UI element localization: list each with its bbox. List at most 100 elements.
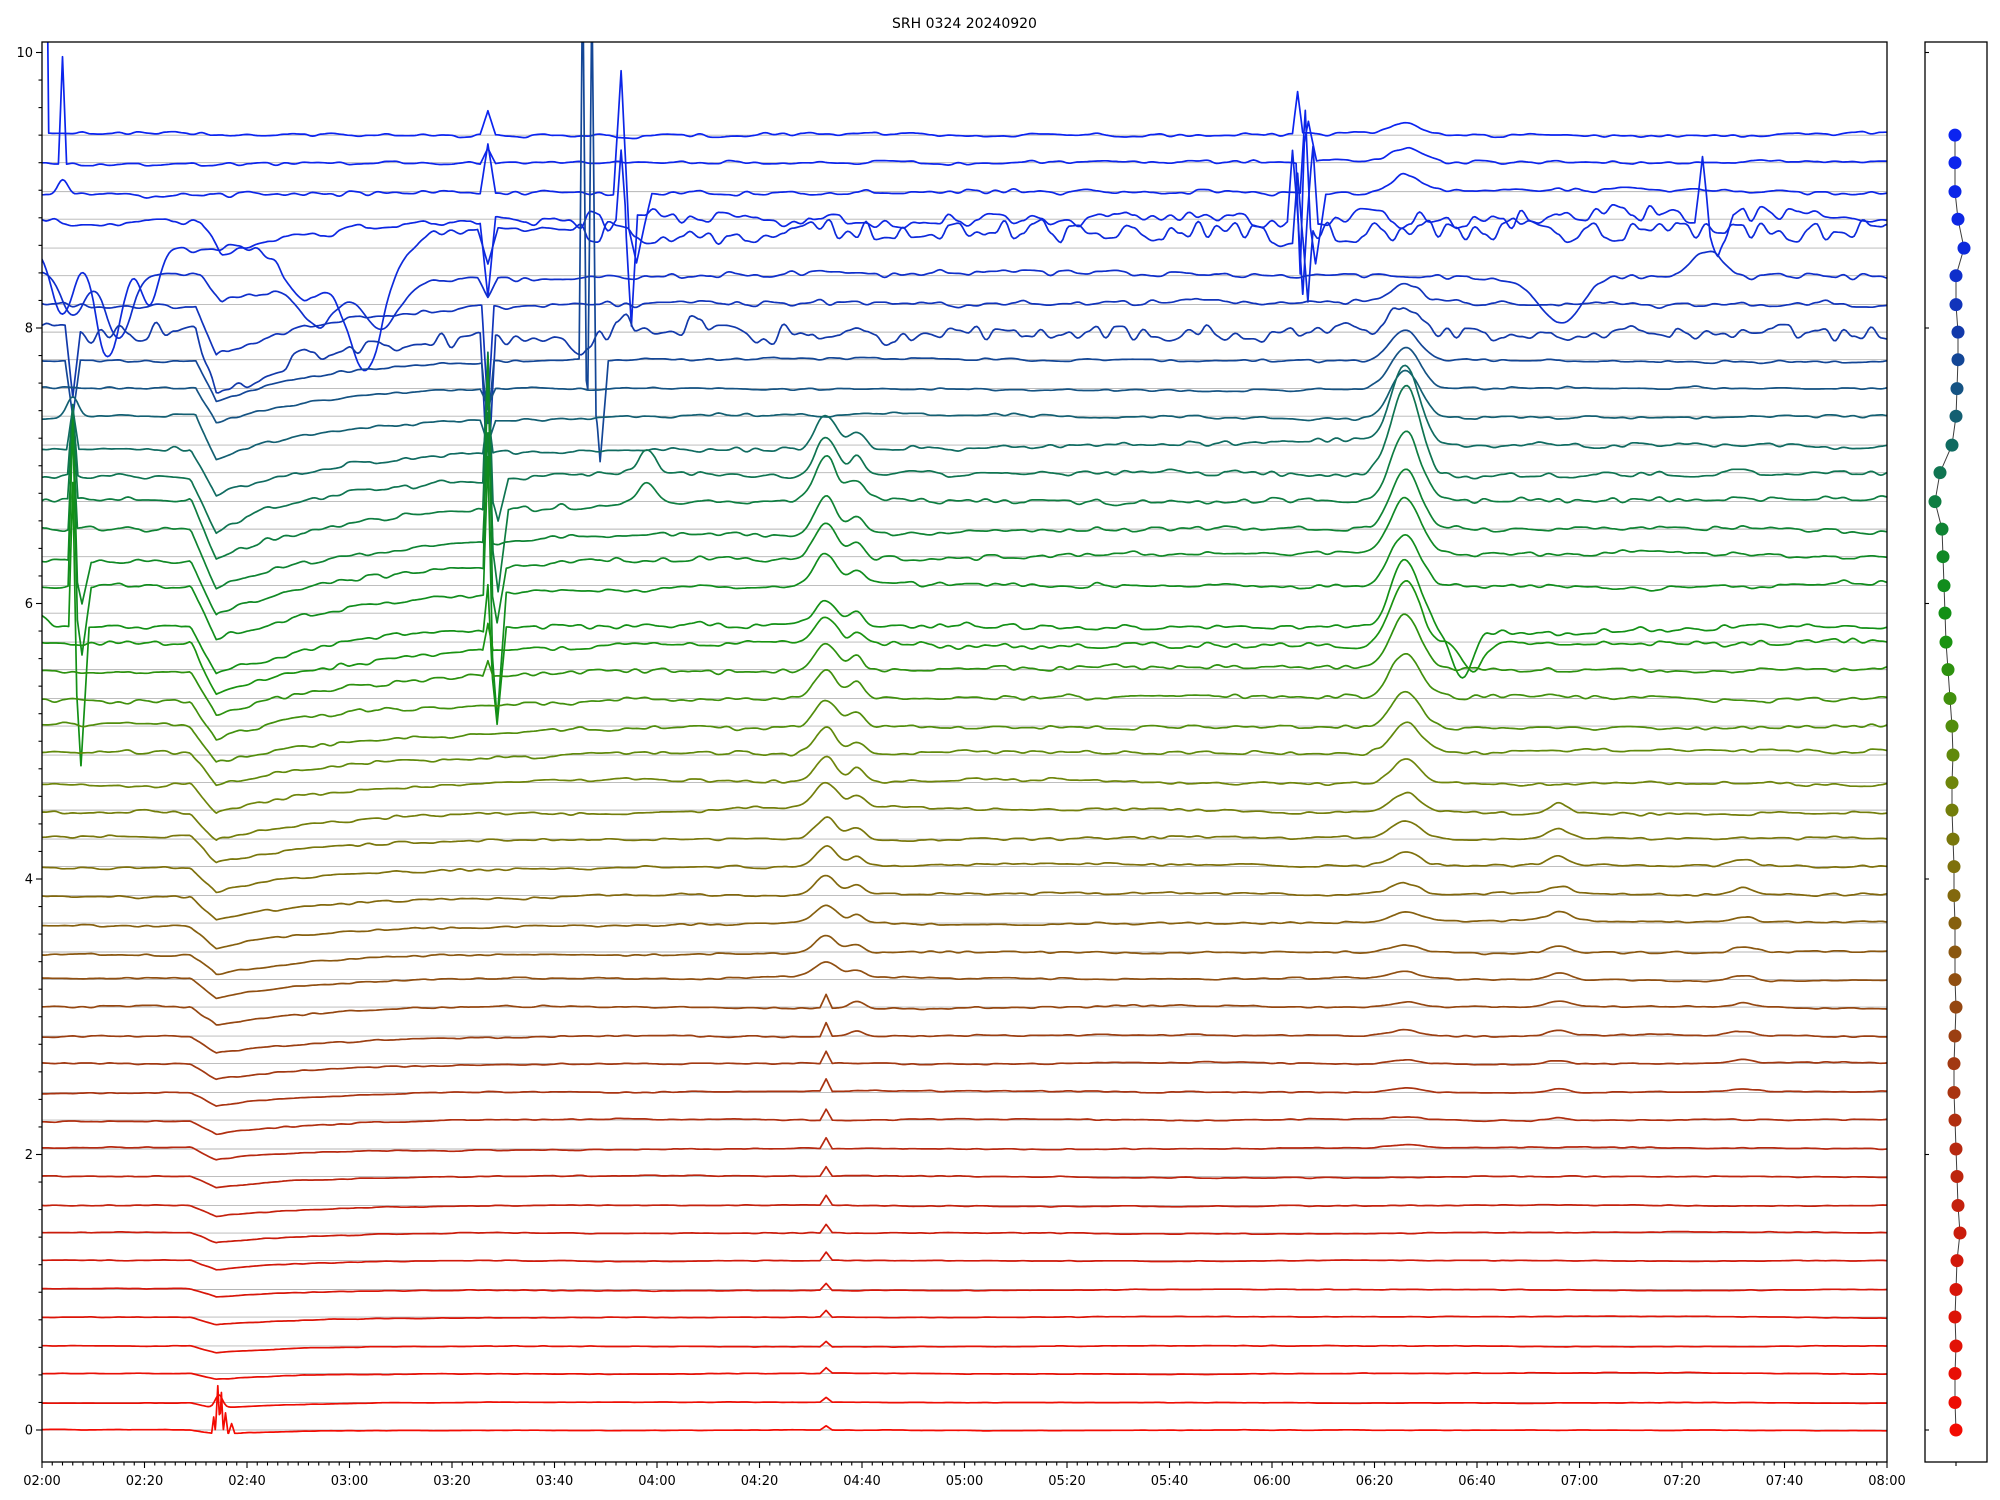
channel-marker-dot — [1949, 1283, 1963, 1296]
waveform-trace — [42, 1050, 1887, 1081]
channel-marker-dot — [1949, 1000, 1963, 1014]
waveform-trace — [42, 580, 1887, 696]
channel-marker-dot — [1946, 748, 1960, 762]
waveform-trace — [42, 1108, 1887, 1136]
x-tick-label: 03:20 — [433, 1474, 470, 1489]
waveform-trace — [42, 1384, 1887, 1435]
waveform-trace — [42, 69, 1887, 265]
waveform-trace — [42, 250, 1887, 339]
waveform-trace — [42, 307, 1887, 479]
x-tick-label: 02:20 — [126, 1474, 163, 1489]
x-tick-label: 05:00 — [946, 1474, 983, 1489]
x-tick-label: 04:40 — [843, 1474, 880, 1489]
x-tick-label: 06:40 — [1458, 1474, 1495, 1489]
x-tick-label: 06:20 — [1356, 1474, 1393, 1489]
waveform-trace — [42, 1194, 1887, 1218]
waveform-trace — [42, 1136, 1887, 1161]
waveform-trace — [42, 1340, 1887, 1354]
channel-marker-dot — [1946, 832, 1960, 846]
waveform-trace — [42, 145, 1887, 327]
x-tick-label: 03:40 — [536, 1474, 573, 1489]
waveform-trace — [42, 1021, 1887, 1054]
waveform-trace — [42, 419, 1887, 721]
channel-marker-dot — [1949, 1423, 1963, 1437]
waveform-trace — [42, 755, 1887, 814]
y-tick-label: 10 — [16, 46, 33, 61]
channel-marker-dot — [1948, 185, 1962, 199]
channel-marker-dot — [1949, 1339, 1963, 1353]
channel-marker-dot — [1945, 438, 1959, 452]
waveform-trace — [42, 934, 1887, 976]
channel-marker-dot — [1948, 973, 1962, 987]
channel-marker-dot — [1935, 522, 1949, 536]
x-tick-label: 07:20 — [1663, 1474, 1700, 1489]
channel-marker-dot — [1938, 606, 1952, 620]
waveform-trace — [42, 961, 1887, 1000]
waveform-trace — [42, 481, 1887, 767]
channel-marker-dot — [1951, 325, 1965, 339]
channel-marker-dot — [1945, 719, 1959, 733]
y-tick-label: 0 — [25, 1424, 33, 1439]
channel-marker-dot — [1933, 466, 1947, 480]
waveform-trace — [42, 1393, 1887, 1408]
waveform-trace — [42, 364, 1887, 497]
waveform-trace — [42, 42, 1887, 463]
channel-marker-dot — [1943, 692, 1957, 705]
x-tick-label: 06:00 — [1253, 1474, 1290, 1489]
channel-marker-dot — [1950, 1170, 1964, 1183]
waveform-trace — [42, 652, 1887, 741]
waveform-trace — [42, 1366, 1887, 1381]
waveform-trace — [42, 282, 1887, 411]
channel-marker-dot — [1949, 269, 1963, 283]
channel-marker-dot — [1948, 1396, 1962, 1409]
channel-marker-dot — [1949, 1142, 1963, 1156]
channel-marker-dot — [1948, 1367, 1962, 1380]
waveform-trace — [42, 874, 1887, 921]
waveform-trace — [42, 372, 1887, 593]
waveform-trace — [42, 346, 1887, 424]
x-tick-label: 07:00 — [1561, 1474, 1598, 1489]
waveform-trace — [42, 1165, 1887, 1189]
channel-marker-dot — [1945, 776, 1959, 790]
waveform-trace — [42, 690, 1887, 763]
x-tick-label: 04:00 — [638, 1474, 675, 1489]
x-tick-label: 02:40 — [228, 1474, 265, 1489]
waveform-trace — [42, 354, 1887, 624]
waveform-trace — [42, 1282, 1887, 1298]
waveform-trace — [42, 1078, 1887, 1107]
channel-marker-dot — [1941, 663, 1955, 677]
channel-marker-dot — [1948, 1029, 1962, 1043]
x-tick-label: 08:00 — [1868, 1474, 1905, 1489]
channel-marker-dot — [1948, 916, 1962, 930]
channel-marker-dot — [1949, 409, 1963, 423]
waveform-trace — [42, 904, 1887, 950]
channel-marker-dot — [1957, 241, 1971, 255]
waveform-trace — [42, 55, 1887, 275]
channel-marker-dot — [1947, 1086, 1961, 1099]
channel-marker-dot — [1947, 860, 1961, 874]
marker-profile-panel — [1924, 41, 1988, 1466]
channel-marker-dot — [1950, 382, 1964, 396]
x-tick-label: 02:00 — [23, 1474, 60, 1489]
waveform-trace — [42, 1309, 1887, 1326]
channel-marker-dot — [1945, 803, 1959, 817]
channel-marker-dot — [1928, 495, 1942, 509]
channel-marker-dot — [1948, 128, 1962, 142]
y-tick-label: 4 — [25, 873, 33, 888]
waveform-trace — [42, 781, 1887, 841]
channel-marker-dot — [1950, 1254, 1964, 1268]
y-tick-label: 6 — [25, 597, 33, 612]
x-tick-label: 04:20 — [741, 1474, 778, 1489]
waveform-trace — [42, 172, 1887, 372]
waveform-trace — [42, 613, 1887, 716]
x-tick-label: 03:00 — [331, 1474, 368, 1489]
channel-marker-dot — [1951, 212, 1965, 226]
y-tick-label: 8 — [25, 322, 33, 337]
waveform-trace — [42, 816, 1887, 864]
channel-marker-dot — [1948, 1113, 1962, 1127]
waveform-trace — [42, 844, 1887, 894]
channel-marker-dot — [1951, 1199, 1965, 1212]
channel-marker-dot — [1948, 156, 1962, 170]
